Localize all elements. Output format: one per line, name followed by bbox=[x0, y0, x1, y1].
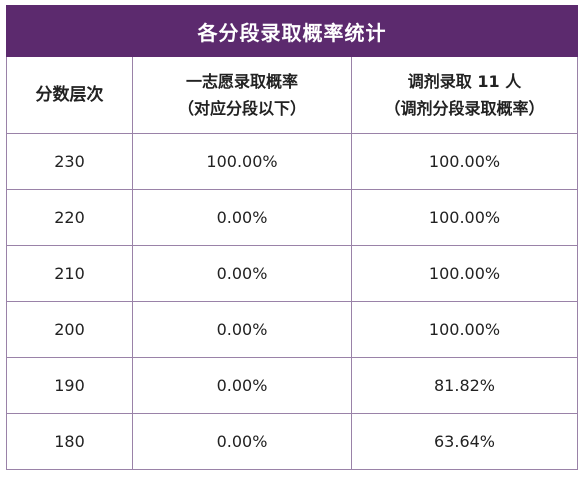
header-first-choice-line2: （对应分段以下） bbox=[177, 99, 306, 118]
table-row: 230 100.00% 100.00% bbox=[6, 133, 579, 190]
header-adjustment-line2: （调剂分段录取概率） bbox=[384, 99, 545, 118]
table-row: 220 0.00% 100.00% bbox=[6, 189, 579, 246]
first-choice-cell: 0.00% bbox=[132, 189, 352, 246]
score-cell: 220 bbox=[6, 189, 133, 246]
header-first-choice: 一志愿录取概率 （对应分段以下） bbox=[132, 56, 352, 134]
first-choice-cell: 0.00% bbox=[132, 357, 352, 414]
header-first-choice-line1: 一志愿录取概率 bbox=[185, 72, 298, 91]
score-cell: 230 bbox=[6, 133, 133, 190]
header-adjustment-prefix: 调剂录取 bbox=[407, 72, 478, 91]
header-adjustment-count: 11 bbox=[477, 72, 500, 91]
header-row: 分数层次 一志愿录取概率 （对应分段以下） 调剂录取 11 人 （调剂分段录取概… bbox=[6, 56, 579, 134]
adjust-cell: 100.00% bbox=[351, 189, 579, 246]
first-choice-cell: 0.00% bbox=[132, 245, 352, 302]
first-choice-cell: 0.00% bbox=[132, 413, 352, 470]
header-adjustment: 调剂录取 11 人 （调剂分段录取概率） bbox=[351, 56, 579, 134]
probability-table: 各分段录取概率统计 分数层次 一志愿录取概率 （对应分段以下） 调剂录取 11 … bbox=[5, 5, 579, 470]
table-title: 各分段录取概率统计 bbox=[5, 5, 579, 57]
score-cell: 190 bbox=[6, 357, 133, 414]
header-adjustment-line1: 调剂录取 11 人 bbox=[352, 68, 577, 95]
adjust-cell: 63.64% bbox=[351, 413, 579, 470]
score-cell: 210 bbox=[6, 245, 133, 302]
first-choice-cell: 0.00% bbox=[132, 301, 352, 358]
adjust-cell: 100.00% bbox=[351, 245, 579, 302]
adjust-cell: 81.82% bbox=[351, 357, 579, 414]
table-row: 180 0.00% 63.64% bbox=[6, 413, 579, 470]
adjust-cell: 100.00% bbox=[351, 133, 579, 190]
header-score-level: 分数层次 bbox=[6, 56, 133, 134]
score-cell: 200 bbox=[6, 301, 133, 358]
header-adjustment-suffix: 人 bbox=[499, 72, 522, 91]
table-row: 210 0.00% 100.00% bbox=[6, 245, 579, 302]
score-cell: 180 bbox=[6, 413, 133, 470]
first-choice-cell: 100.00% bbox=[132, 133, 352, 190]
adjust-cell: 100.00% bbox=[351, 301, 579, 358]
table-row: 200 0.00% 100.00% bbox=[6, 301, 579, 358]
table-row: 190 0.00% 81.82% bbox=[6, 357, 579, 414]
probability-table-container: 各分段录取概率统计 分数层次 一志愿录取概率 （对应分段以下） 调剂录取 11 … bbox=[5, 5, 579, 470]
